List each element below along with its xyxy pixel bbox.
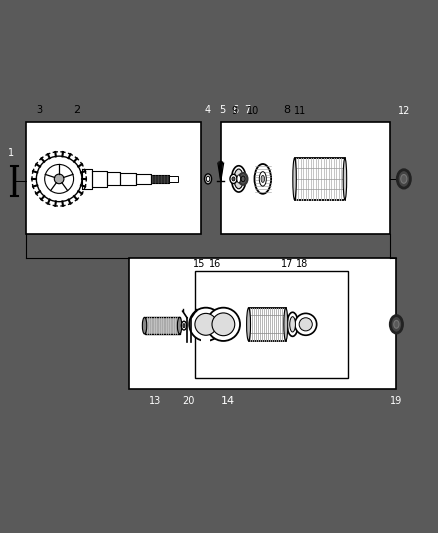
Ellipse shape (239, 173, 247, 185)
Bar (201, 336, 210, 343)
Ellipse shape (206, 176, 210, 182)
Ellipse shape (287, 312, 298, 336)
Text: 20: 20 (182, 397, 194, 406)
Ellipse shape (261, 175, 265, 182)
Circle shape (195, 313, 217, 335)
Ellipse shape (177, 317, 182, 334)
Ellipse shape (247, 308, 251, 341)
Ellipse shape (232, 177, 235, 181)
Ellipse shape (284, 308, 288, 341)
Text: 3: 3 (36, 104, 42, 115)
Circle shape (299, 318, 312, 331)
Ellipse shape (230, 174, 237, 183)
Text: 19: 19 (390, 397, 403, 406)
Text: 14: 14 (221, 397, 235, 406)
Ellipse shape (241, 176, 245, 182)
Ellipse shape (254, 164, 271, 194)
Text: 7: 7 (244, 104, 251, 115)
Bar (169, 176, 178, 182)
Text: 17: 17 (281, 260, 293, 269)
Bar (129, 258, 396, 389)
Text: 12: 12 (398, 106, 410, 116)
Circle shape (207, 308, 240, 341)
Bar (92, 171, 107, 187)
Ellipse shape (231, 166, 246, 192)
Text: 10: 10 (247, 106, 259, 116)
Bar (145, 317, 180, 334)
Text: 9: 9 (231, 106, 237, 116)
Ellipse shape (259, 172, 266, 186)
Text: 15: 15 (193, 260, 205, 269)
Bar (26, 122, 201, 233)
Ellipse shape (394, 320, 399, 328)
Text: 2: 2 (73, 104, 80, 115)
Ellipse shape (142, 317, 147, 334)
Text: 5: 5 (219, 104, 226, 115)
Bar (151, 174, 169, 183)
Ellipse shape (293, 158, 296, 200)
Bar (195, 271, 348, 378)
Ellipse shape (290, 317, 295, 332)
Circle shape (54, 174, 64, 184)
Ellipse shape (343, 158, 347, 200)
Ellipse shape (181, 321, 187, 330)
Bar (82, 169, 92, 189)
Bar (249, 308, 286, 341)
Ellipse shape (234, 169, 244, 189)
Circle shape (36, 156, 82, 201)
Bar (107, 172, 120, 185)
Ellipse shape (390, 316, 403, 333)
Circle shape (295, 313, 317, 335)
Bar (120, 173, 136, 184)
Text: 16: 16 (209, 260, 222, 269)
Text: 1: 1 (8, 148, 14, 158)
Bar (294, 158, 345, 200)
Ellipse shape (183, 324, 185, 328)
Circle shape (212, 313, 235, 336)
Text: 6: 6 (233, 104, 239, 115)
Ellipse shape (205, 174, 212, 184)
Text: 4: 4 (205, 104, 211, 115)
Circle shape (189, 308, 223, 341)
Bar (151, 174, 169, 183)
Ellipse shape (397, 169, 410, 188)
Text: 11: 11 (294, 106, 306, 116)
Bar (221, 122, 390, 233)
Text: 8: 8 (283, 104, 290, 115)
Text: 13: 13 (149, 397, 162, 406)
Ellipse shape (237, 175, 240, 183)
Ellipse shape (401, 174, 407, 183)
Text: 18: 18 (296, 260, 308, 269)
Bar (136, 174, 151, 184)
